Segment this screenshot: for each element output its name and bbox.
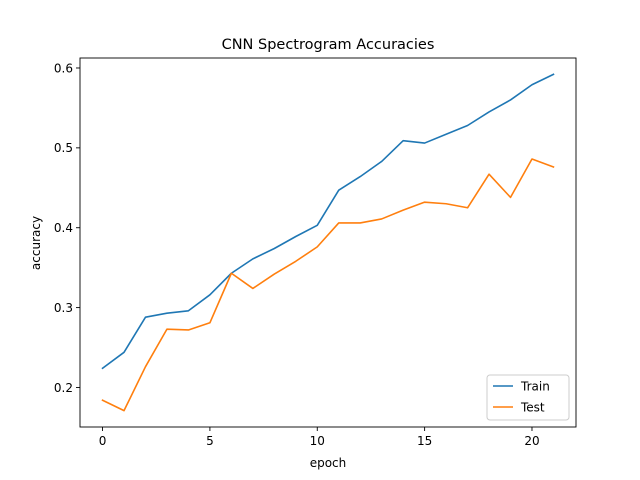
- series-line-train: [101, 73, 555, 370]
- x-tick-label: 10: [310, 434, 325, 448]
- x-tick-label: 5: [206, 434, 214, 448]
- chart-title: CNN Spectrogram Accuracies: [222, 37, 435, 53]
- y-axis-label: accuracy: [29, 216, 43, 270]
- y-tick-label: 0.5: [54, 141, 73, 155]
- y-tick-label: 0.4: [54, 221, 73, 235]
- legend-label-test: Test: [520, 400, 545, 414]
- plot-area: [80, 58, 576, 427]
- x-axis-label: epoch: [310, 456, 347, 470]
- series-line-test: [101, 158, 555, 412]
- legend: Train Test: [486, 374, 570, 421]
- legend-label-train: Train: [520, 379, 550, 393]
- x-tick-label: 20: [524, 434, 539, 448]
- x-tick-label: 0: [99, 434, 107, 448]
- plot-frame: [79, 57, 577, 428]
- y-tick-label: 0.6: [54, 61, 73, 75]
- y-tick-label: 0.2: [54, 381, 73, 395]
- y-tick-label: 0.3: [54, 301, 73, 315]
- x-tick-label: 15: [417, 434, 432, 448]
